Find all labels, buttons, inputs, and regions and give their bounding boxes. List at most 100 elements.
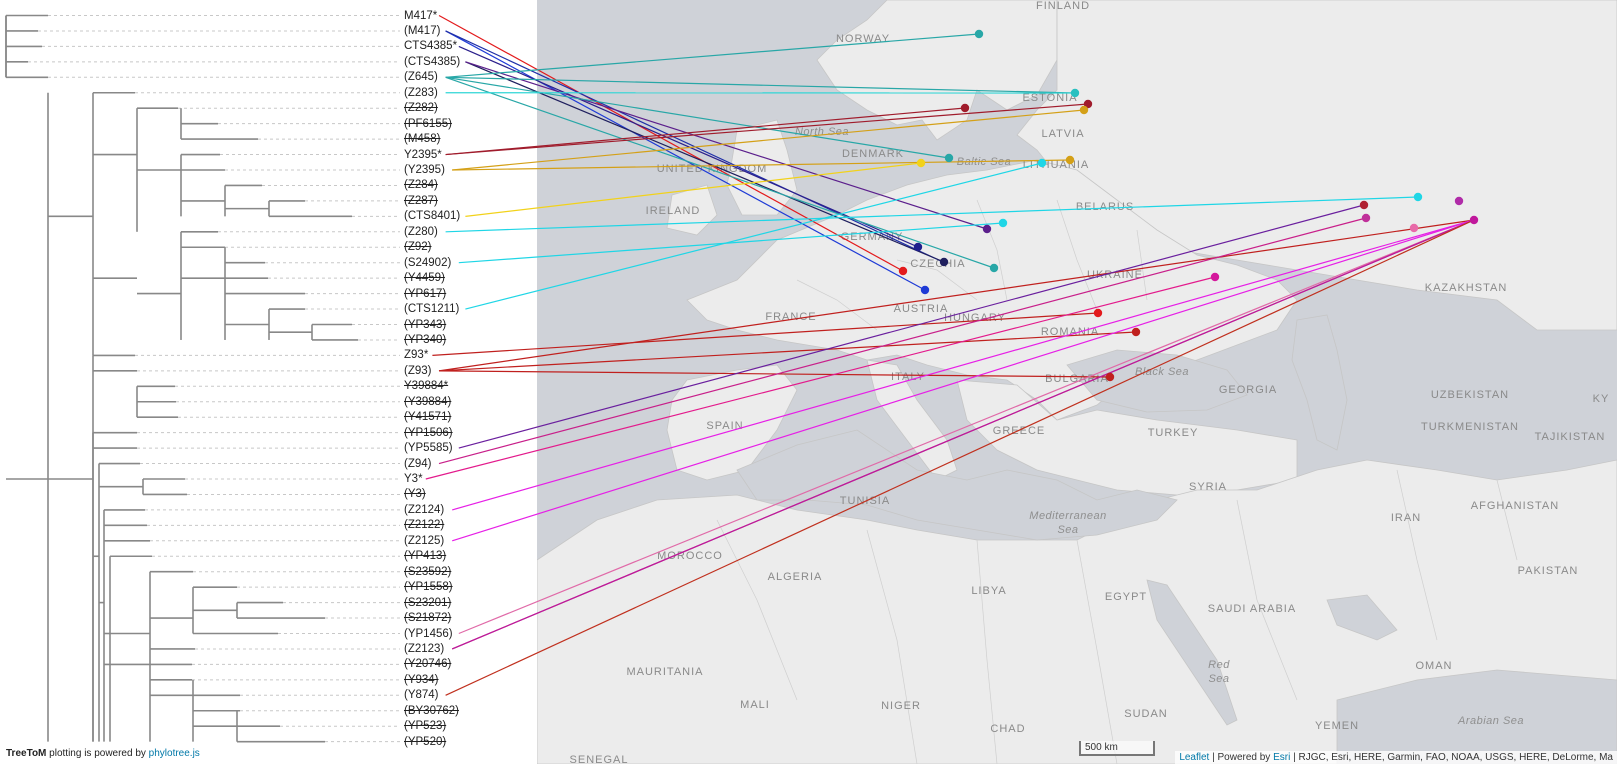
country-label: HUNGARY: [944, 312, 1006, 324]
tree-leaf-label[interactable]: (Y934): [404, 673, 439, 686]
sea-label: Black Sea: [1134, 366, 1190, 378]
country-label: CHAD: [990, 723, 1026, 735]
tree-leaf-label[interactable]: (YP340): [404, 333, 447, 346]
tree-diagram: [5, 14, 400, 743]
tree-leaf-label[interactable]: (M458): [404, 133, 441, 146]
tree-leaf-label[interactable]: (Z2122): [404, 519, 445, 532]
tree-leaf-label[interactable]: (CTS8401): [404, 210, 461, 223]
attribution-text: | RJGC, Esri, HERE, Garmin, FAO, NOAA, U…: [1290, 752, 1613, 763]
tree-leaf-label[interactable]: (Z2123): [404, 642, 445, 655]
attribution-sep: | Powered by: [1209, 752, 1274, 763]
country-label: GERMANY: [840, 231, 904, 243]
country-label: AFGHANISTAN: [1470, 500, 1560, 512]
brand-name: TreeToM: [6, 748, 47, 759]
tree-leaf-label[interactable]: (Z280): [404, 225, 438, 238]
tree-leaf-label[interactable]: (S21872): [404, 612, 452, 625]
tree-leaf-label[interactable]: M417*: [404, 9, 438, 22]
country-label: KAZAKHSTAN: [1424, 282, 1508, 294]
tree-leaf-label[interactable]: (Z2124): [404, 503, 445, 516]
country-label: TUNISIA: [839, 495, 891, 507]
country-label: IRAN: [1390, 512, 1422, 524]
tree-leaf-label[interactable]: (CTS1211): [404, 303, 460, 316]
tree-leaf-label[interactable]: Y2395*: [404, 148, 442, 161]
tree-leaf-label[interactable]: (YP1456): [404, 627, 453, 640]
country-label: LITHUANIA: [1022, 159, 1090, 171]
tree-leaf-label[interactable]: (Y20746): [404, 658, 452, 671]
country-label: EGYPT: [1104, 591, 1148, 603]
country-label: MAURITANIA: [626, 666, 704, 678]
tree-leaf-label[interactable]: (Z94): [404, 457, 432, 470]
tree-leaf-label[interactable]: Y39884*: [404, 380, 449, 393]
country-label: LIBYA: [971, 585, 1007, 597]
tree-leaf-label[interactable]: (Y2395): [404, 164, 445, 176]
tree-leaf-label[interactable]: (BY30762): [404, 704, 459, 717]
tree-leaf-label[interactable]: (Y3): [404, 488, 426, 501]
tree-leaf-label[interactable]: (CTS4385): [404, 55, 461, 68]
country-label: TAJIKISTAN: [1534, 431, 1606, 443]
tree-leaf-label[interactable]: Y3*: [404, 473, 423, 485]
sea-label: Baltic Sea: [956, 156, 1012, 168]
map-panel[interactable]: FINLAND NORWAY ESTONIA LATVIA DENMARK LITHUAN…: [537, 0, 1617, 764]
sea-label: North Sea: [794, 126, 850, 138]
country-label: SUDAN: [1124, 708, 1168, 720]
tree-leaf-label[interactable]: (YP1558): [404, 581, 453, 594]
sea-label: Mediterranean Sea: [1029, 510, 1107, 536]
country-label: CZECHIA: [910, 258, 966, 270]
tree-leaf-label[interactable]: (Z282): [404, 102, 438, 115]
country-label: ALGERIA: [767, 571, 823, 583]
country-label: FINLAND: [1035, 0, 1091, 12]
scale-bar: 500 km: [1079, 741, 1155, 756]
country-label: FRANCE: [765, 311, 817, 323]
tree-leaf-label[interactable]: (Z287): [404, 194, 438, 207]
country-label: ROMANIA: [1040, 326, 1100, 338]
tree-leaf-label[interactable]: (Z645): [404, 71, 438, 84]
phylogenetic-tree-panel: M417* (M417) CTS4385* (CTS4385) (Z645) (Z283)…: [0, 0, 537, 764]
tree-leaf-label[interactable]: (YP413): [404, 550, 447, 563]
country-label: NORWAY: [835, 33, 891, 45]
country-label: KY: [1592, 393, 1610, 405]
tree-leaf-label[interactable]: (YP520): [404, 735, 447, 748]
country-label: SENEGAL: [569, 754, 629, 764]
tree-leaf-label[interactable]: (PF6155): [404, 117, 452, 130]
tree-leaf-label[interactable]: (Z93): [404, 364, 432, 377]
country-label: UKRAINE: [1087, 269, 1143, 281]
tree-leaf-label[interactable]: (Y39884): [404, 395, 452, 408]
tree-leaf-label[interactable]: (Y874): [404, 689, 439, 702]
tree-leaf-label[interactable]: (YP617): [404, 287, 447, 300]
tree-leaf-label[interactable]: (Z283): [404, 86, 438, 99]
leaflet-link[interactable]: Leaflet: [1179, 752, 1210, 763]
country-label: LATVIA: [1041, 128, 1085, 140]
country-label: PAKISTAN: [1517, 565, 1579, 577]
tree-leaf-label[interactable]: (M417): [404, 24, 441, 37]
country-label: TURKEY: [1147, 427, 1199, 439]
tree-leaf-label[interactable]: (S24902): [404, 256, 452, 269]
country-label: GREECE: [992, 425, 1046, 437]
tree-leaf-label[interactable]: CTS4385*: [404, 40, 458, 53]
footer-credit: TreeToM plotting is powered by phylotree…: [6, 748, 200, 759]
tree-leaf-label[interactable]: (S23201): [404, 596, 452, 609]
tree-leaf-label[interactable]: (YP523): [404, 720, 447, 733]
country-label: YEMEN: [1314, 720, 1360, 732]
tree-leaf-label[interactable]: (YP1506): [404, 426, 453, 439]
tree-leaf-label[interactable]: (S23592): [404, 565, 452, 578]
country-label: SAUDI ARABIA: [1207, 603, 1297, 615]
tree-leaf-label[interactable]: (Y4459): [404, 272, 445, 285]
tree-leaf-label[interactable]: (YP343): [404, 318, 447, 331]
tree-leaf-label[interactable]: (YP5585): [404, 442, 453, 455]
country-label: NIGER: [881, 700, 921, 712]
country-label: SPAIN: [706, 420, 744, 432]
footer-text: plotting is powered by: [46, 748, 149, 759]
tree-leaf-label[interactable]: (Z92): [404, 241, 432, 254]
phylotree-link[interactable]: phylotree.js: [148, 748, 200, 759]
sea-label: Red Sea: [1208, 659, 1230, 685]
map-attribution: Leaflet | Powered by Esri | RJGC, Esri, …: [1175, 751, 1617, 764]
country-label: MALI: [740, 699, 770, 711]
country-label: GEORGIA: [1218, 384, 1278, 396]
esri-link[interactable]: Esri: [1273, 752, 1291, 763]
country-label: ITALY: [891, 371, 925, 383]
tree-leaf-label[interactable]: (Z2125): [404, 534, 445, 547]
tree-leaf-label[interactable]: (Y41571): [404, 411, 452, 424]
country-label: TURKMENISTAN: [1421, 421, 1519, 433]
tree-leaf-label[interactable]: (Z284): [404, 179, 438, 192]
tree-leaf-label[interactable]: Z93*: [404, 349, 429, 362]
